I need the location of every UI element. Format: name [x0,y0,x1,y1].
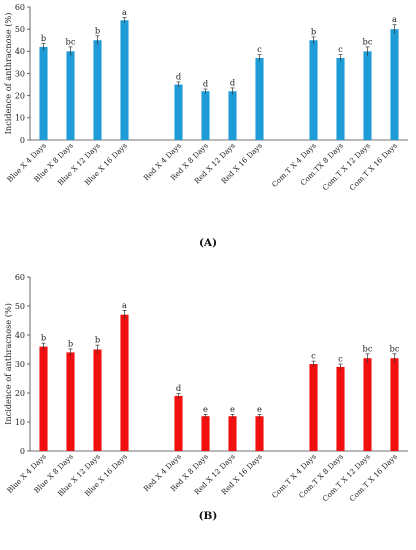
panel-label: (A) [199,237,217,249]
significance-letter: a [122,300,127,310]
bar [390,358,399,451]
panel-label: (B) [199,510,218,522]
significance-letter: d [176,383,182,393]
bar [363,51,372,141]
bar [39,46,48,140]
significance-letter: c [257,44,262,54]
significance-letter: b [68,338,73,348]
significance-letter: d [230,77,236,87]
significance-letter: c [338,354,343,364]
bar [93,349,102,451]
significance-letter: a [122,7,127,17]
y-tick-label: 50 [15,25,25,34]
y-tick-label: 30 [15,360,25,369]
bar [228,416,237,451]
significance-letter: e [203,404,208,414]
significance-letter: d [203,79,209,89]
bar [174,395,183,451]
significance-letter: b [311,26,316,36]
bar [309,364,318,451]
bar [93,40,102,140]
significance-letter: e [230,404,235,414]
bar [336,57,345,140]
y-tick-label: 20 [15,389,25,398]
y-tick-label: 50 [15,302,25,311]
category-label: Com.T X 4 Days [270,141,318,189]
y-tick-label: 40 [15,331,25,340]
significance-letter: bc [390,343,400,353]
bar [255,416,264,451]
category-label: Com.T X 12 Days [321,141,373,193]
y-tick-label: 60 [15,3,25,12]
bar [255,57,264,140]
y-tick-label: 0 [20,447,25,456]
significance-letter: c [338,44,343,54]
significance-letter: bc [363,36,373,46]
y-tick-label: 10 [15,114,25,123]
significance-letter: bc [363,343,373,353]
y-tick-label: 10 [15,418,25,427]
category-label: Com.T X 4 Days [270,452,318,500]
significance-letter: b [95,25,100,35]
bar [174,84,183,140]
y-axis-label: Incidence of anthracnose (%) [3,13,13,135]
bar [201,91,210,140]
significance-letter: b [41,333,46,343]
bar [66,51,75,141]
bar [120,20,129,140]
y-tick-label: 60 [15,273,25,282]
y-tick-label: 20 [15,91,25,100]
bar [39,346,48,451]
y-axis-label: Incidence of anthracnose (%) [3,303,13,425]
bar [390,29,399,141]
significance-letter: a [392,14,397,24]
bar [228,91,237,140]
bar [201,416,210,451]
significance-letter: c [311,351,316,361]
bar [309,40,318,140]
y-tick-label: 0 [20,136,25,145]
significance-letter: b [41,33,46,43]
bar [363,358,372,451]
bar [336,366,345,451]
significance-letter: b [95,335,100,345]
bar [120,314,129,451]
chart-panel-b: 0 10 20 30 40 50 60 Incidence of anthracnose (%… [3,273,408,522]
bar [66,352,75,451]
significance-letter: bc [66,36,76,46]
significance-letter: d [176,71,182,81]
category-label: Com.T X 16 Days [348,141,400,193]
y-tick-label: 30 [15,69,25,78]
significance-letter: e [257,404,262,414]
category-label: Com.T X 12 Days [321,452,373,504]
y-tick-label: 40 [15,47,25,56]
category-label: Com.T X 16 Days [348,452,400,504]
